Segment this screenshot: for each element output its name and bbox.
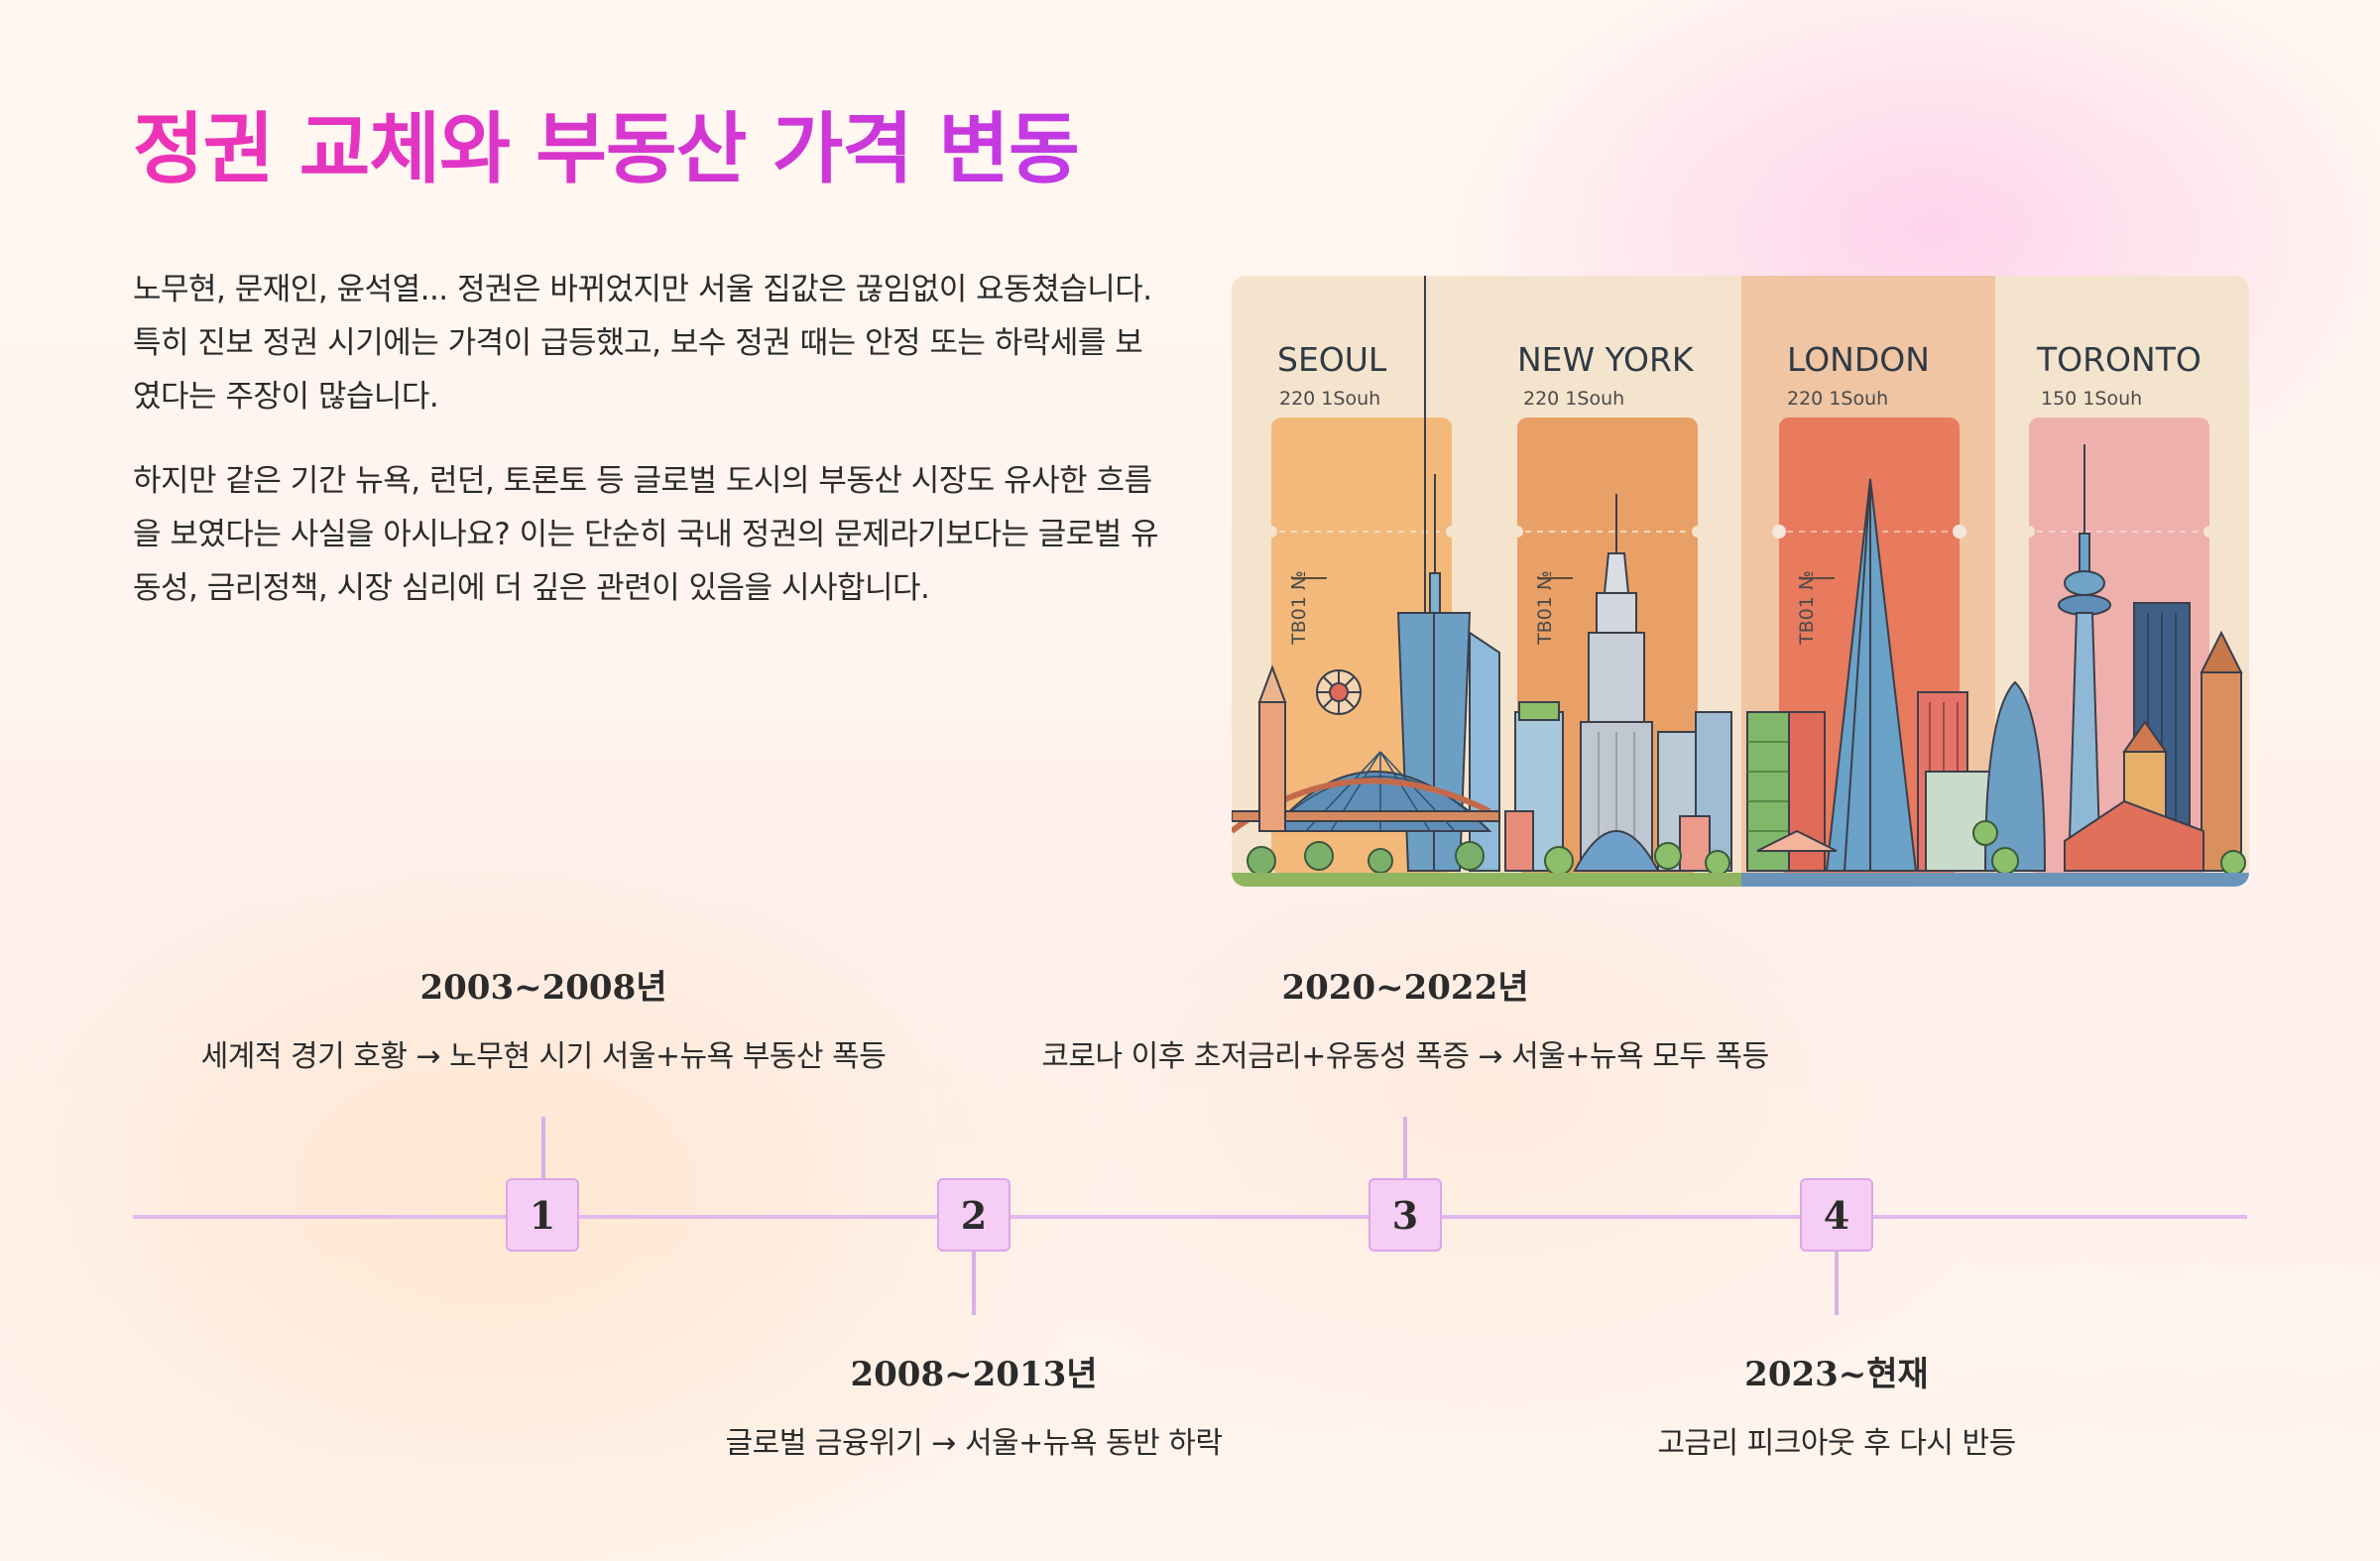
newyork-skyline xyxy=(1504,494,1732,872)
skyline-svg: SEOUL 220 1Souh NEW YORK 220 1Souh LONDO… xyxy=(1232,276,2249,887)
event-3-desc: 코로나 이후 초저금리+유동성 폭증 → 서울+뉴욕 모두 폭등 xyxy=(1041,1039,1769,1074)
toronto-skyline xyxy=(2058,444,2243,872)
event-2-desc: 글로벌 금융위기 → 서울+뉴욕 동반 하락 xyxy=(725,1426,1223,1461)
london-label: LONDON xyxy=(1787,340,1930,379)
ground-right xyxy=(1741,873,2249,887)
ticket-perforations xyxy=(1265,525,2215,539)
event-1-desc: 세계적 경기 호황 → 노무현 시기 서울+뉴욕 부동산 폭등 xyxy=(200,1039,887,1074)
intro-paragraph: 노무현, 문재인, 윤석열... 정권은 바뀌었지만 서울 집값은 끊임없이 요… xyxy=(133,272,1152,415)
city-skyline-illustration: SEOUL 220 1Souh NEW YORK 220 1Souh LONDO… xyxy=(1232,276,2249,887)
event-1-node: 1 xyxy=(506,1178,579,1252)
toronto-label: TORONTO xyxy=(2036,340,2202,379)
newyork-ticket-code: TB01 № xyxy=(1534,570,1556,646)
london-ticket-code: TB01 № xyxy=(1796,570,1818,646)
seoul-trees xyxy=(1247,841,1485,876)
event-3-stem xyxy=(1403,1117,1407,1180)
page-title: 정권 교체와 부동산 가격 변동 xyxy=(133,87,1080,198)
event-4-year: 2023~현재 xyxy=(1744,1355,1929,1394)
seoul-skyline xyxy=(1232,276,1500,872)
seoul-label: SEOUL xyxy=(1277,340,1387,379)
event-4-node: 4 xyxy=(1800,1178,1873,1252)
event-1-year: 2003~2008년 xyxy=(419,968,667,1008)
ground-left xyxy=(1232,873,1741,887)
event-2-year: 2008~2013년 xyxy=(850,1355,1098,1394)
event-4-desc: 고금리 피크아웃 후 다시 반등 xyxy=(1657,1426,2016,1461)
toronto-sub: 150 1Souh xyxy=(2041,388,2142,410)
london-sub: 220 1Souh xyxy=(1787,388,1888,410)
seoul-sub: 220 1Souh xyxy=(1279,388,1380,410)
seoul-ticket-code: TB01 № xyxy=(1288,570,1310,646)
event-4-stem xyxy=(1835,1252,1839,1315)
event-2-stem xyxy=(972,1252,976,1315)
event-2-node: 2 xyxy=(937,1178,1011,1252)
newyork-sub: 220 1Souh xyxy=(1523,388,1624,410)
event-1-stem xyxy=(541,1117,545,1180)
timeline-line xyxy=(133,1215,2247,1219)
london-trees xyxy=(1972,820,1998,846)
global-paragraph: 하지만 같은 기간 뉴욕, 런던, 토론토 등 글로벌 도시의 부동산 시장도 … xyxy=(133,463,1159,606)
london-skyline xyxy=(1746,478,2047,872)
newyork-label: NEW YORK xyxy=(1517,340,1695,379)
event-3-year: 2020~2022년 xyxy=(1281,968,1529,1008)
event-3-node: 3 xyxy=(1368,1178,1442,1252)
